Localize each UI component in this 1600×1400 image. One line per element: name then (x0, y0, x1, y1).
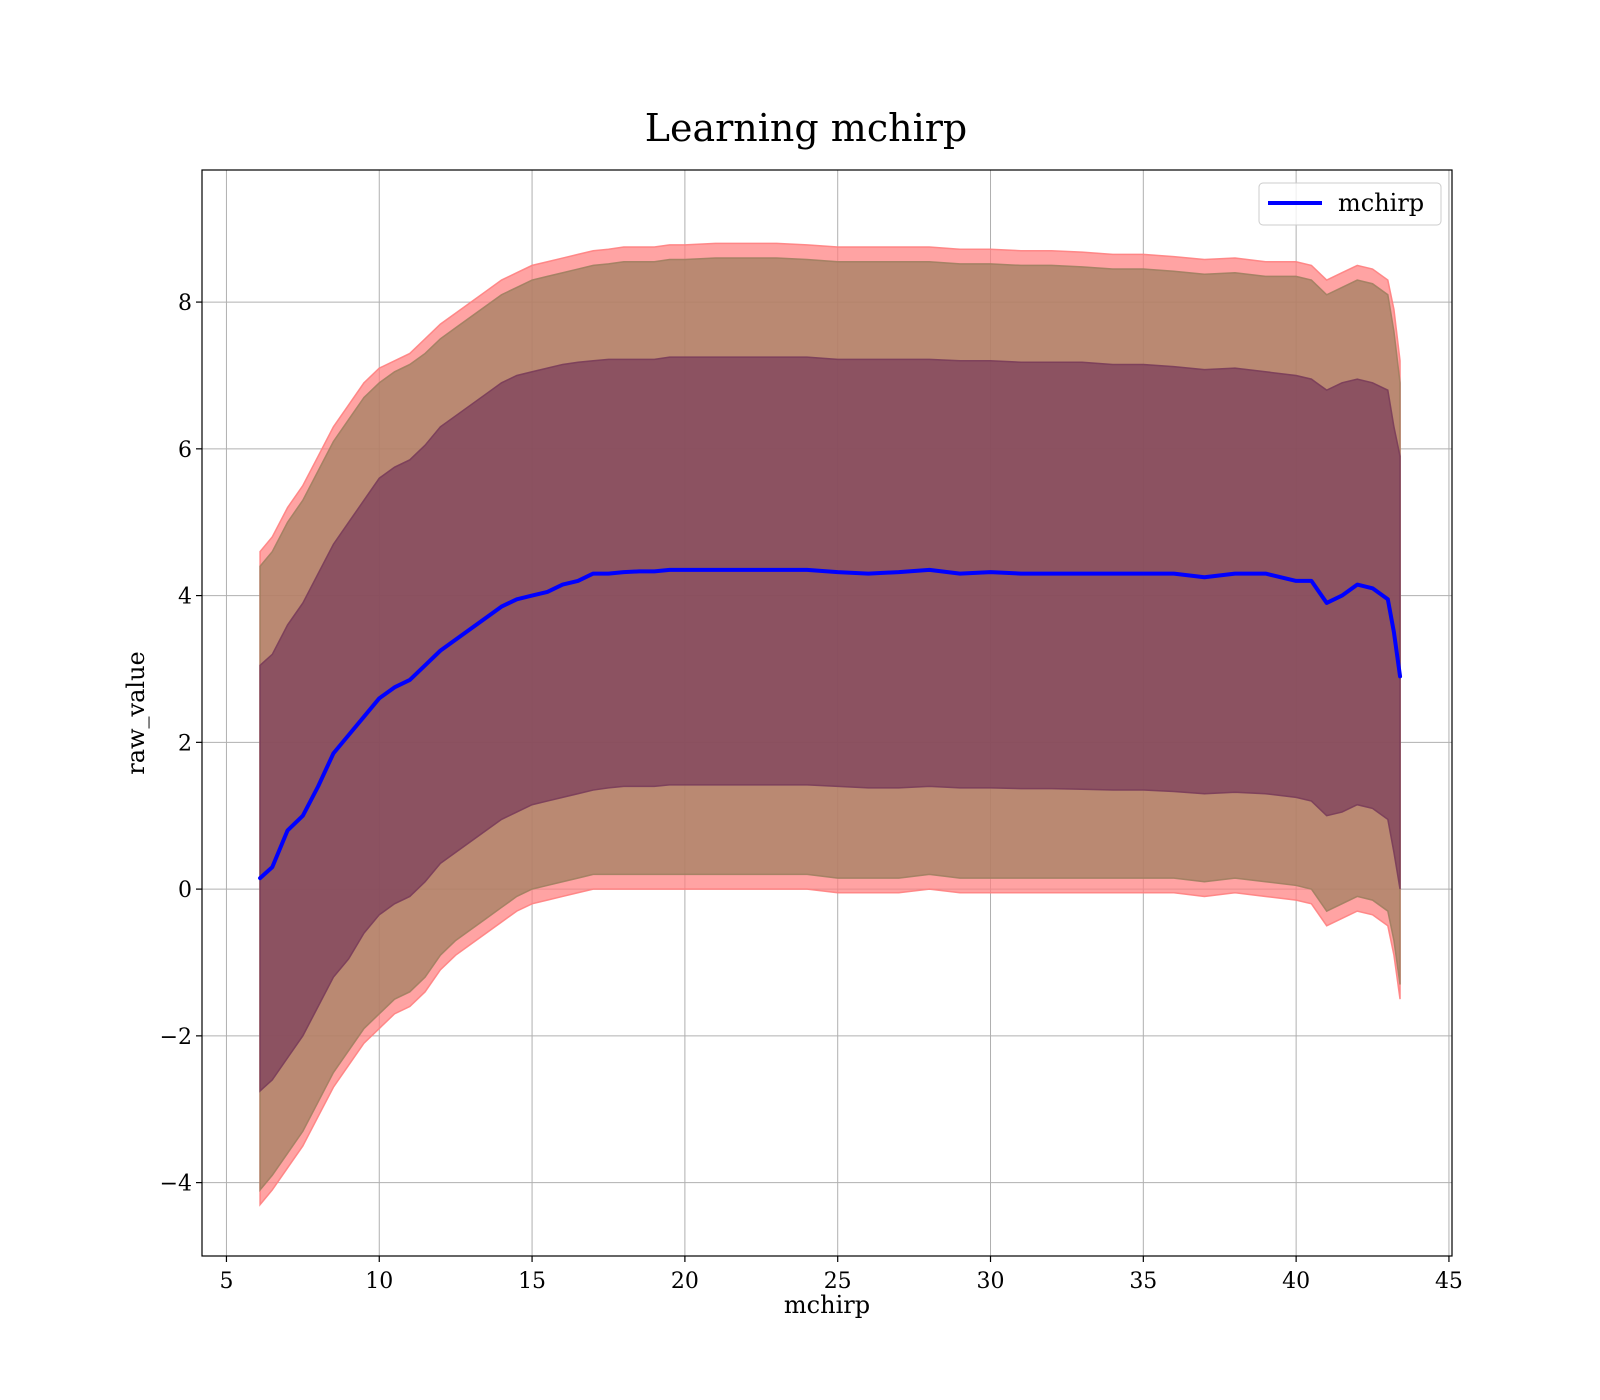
y-tick-label: −4 (160, 1172, 192, 1197)
y-axis-label: raw_value (122, 651, 150, 775)
series-line-mchirp (258, 567, 1403, 881)
x-tick-label: 10 (365, 1269, 393, 1294)
x-tick-label: 5 (219, 1269, 233, 1294)
y-tick-label: 2 (178, 731, 192, 756)
x-tick-label: 30 (977, 1269, 1005, 1294)
band-inner (259, 356, 1401, 1093)
x-tick-label: 25 (824, 1269, 852, 1294)
x-axis-label: mchirp (784, 1291, 870, 1319)
plot-frame (201, 169, 1453, 1257)
x-tick-label: 20 (671, 1269, 699, 1294)
series-lines (258, 567, 1403, 881)
ticks: 5 10 15 20 25 30 35 40 45 −4 −2 0 2 4 6 8 (160, 291, 1463, 1294)
y-tick-label: 8 (178, 291, 192, 316)
x-tick-label: 40 (1282, 1269, 1310, 1294)
y-tick-label: 0 (178, 878, 192, 903)
legend-label-mchirp: mchirp (1338, 189, 1424, 217)
y-tick-label: 6 (178, 438, 192, 463)
legend: mchirp (1258, 182, 1442, 226)
x-tick-label: 35 (1129, 1269, 1157, 1294)
y-tick-label: 4 (178, 585, 192, 610)
legend-box (1258, 182, 1442, 226)
confidence-bands (259, 242, 1401, 1207)
x-tick-label: 45 (1435, 1269, 1463, 1294)
y-tick-label: −2 (160, 1025, 192, 1050)
chart-title: Learning mchirp (645, 106, 967, 150)
x-tick-label: 15 (518, 1269, 546, 1294)
